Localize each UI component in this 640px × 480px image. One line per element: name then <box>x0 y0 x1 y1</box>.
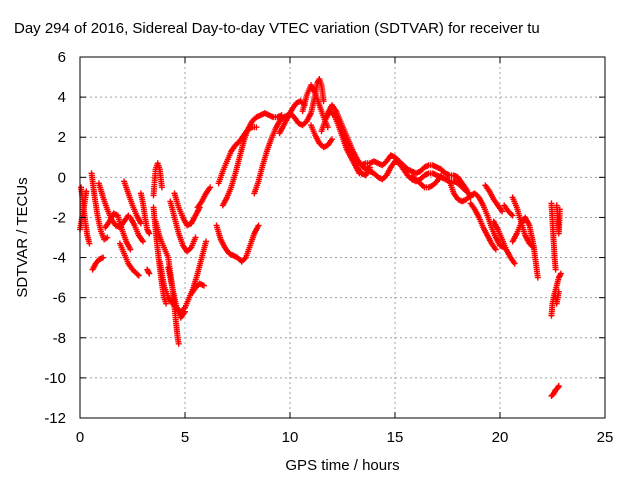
y-tick-label: -12 <box>44 410 66 427</box>
data-point <box>83 188 90 195</box>
data-point <box>137 220 144 227</box>
data-point <box>320 98 327 105</box>
data-point <box>163 300 170 307</box>
data-point <box>134 271 141 278</box>
data-point <box>192 234 199 241</box>
x-tick-label: 10 <box>282 429 299 446</box>
x-axis-title: GPS time / hours <box>285 457 399 474</box>
x-tick-label: 15 <box>387 429 404 446</box>
x-tick-label: 0 <box>76 429 84 446</box>
data-point <box>158 184 165 191</box>
y-tick-label: -8 <box>53 330 66 347</box>
data-point <box>492 246 499 253</box>
data-point <box>438 172 445 179</box>
y-tick-label: -4 <box>53 250 66 267</box>
y-tick-label: 6 <box>58 49 66 66</box>
x-tick-label: 25 <box>597 429 614 446</box>
y-tick-labels: -12 -10 -8 -6 -4 -2 0 2 4 6 <box>44 49 66 427</box>
data-point <box>146 230 153 237</box>
data-point <box>555 382 562 389</box>
data-point <box>200 282 207 289</box>
data-point <box>509 212 516 219</box>
data-point <box>555 288 562 295</box>
plot-frame <box>79 56 606 419</box>
data-point <box>253 124 260 131</box>
chart-title: Day 294 of 2016, Sidereal Day-to-day VTE… <box>14 20 540 37</box>
axis-ticks <box>79 56 606 419</box>
y-tick-label: 0 <box>58 169 66 186</box>
data-points <box>77 76 564 399</box>
data-point <box>207 184 214 191</box>
x-tick-labels: 0 5 10 15 20 25 <box>76 429 614 446</box>
y-tick-label: -10 <box>44 370 66 387</box>
y-axis-title: SDTVAR / TECUs <box>14 177 31 297</box>
data-point <box>499 208 506 215</box>
y-tick-label: -2 <box>53 209 66 226</box>
x-tick-label: 5 <box>181 429 189 446</box>
data-point <box>146 270 153 277</box>
y-tick-label: 4 <box>58 89 66 106</box>
data-point <box>255 222 262 229</box>
data-point <box>557 270 564 277</box>
data-point <box>463 188 470 195</box>
data-point <box>86 240 93 247</box>
y-tick-label: 2 <box>58 129 66 146</box>
data-point <box>100 254 107 261</box>
data-point <box>127 246 134 253</box>
x-tick-label: 20 <box>492 429 509 446</box>
data-point <box>203 238 209 245</box>
data-point <box>552 266 559 273</box>
data-point <box>140 238 146 245</box>
data-point <box>104 234 111 241</box>
data-point <box>556 206 563 213</box>
data-point <box>175 340 182 347</box>
y-tick-label: -6 <box>53 290 66 307</box>
data-point <box>329 136 335 143</box>
data-point <box>534 274 541 281</box>
data-point <box>182 308 188 315</box>
data-point <box>135 272 142 279</box>
data-point <box>511 260 518 267</box>
